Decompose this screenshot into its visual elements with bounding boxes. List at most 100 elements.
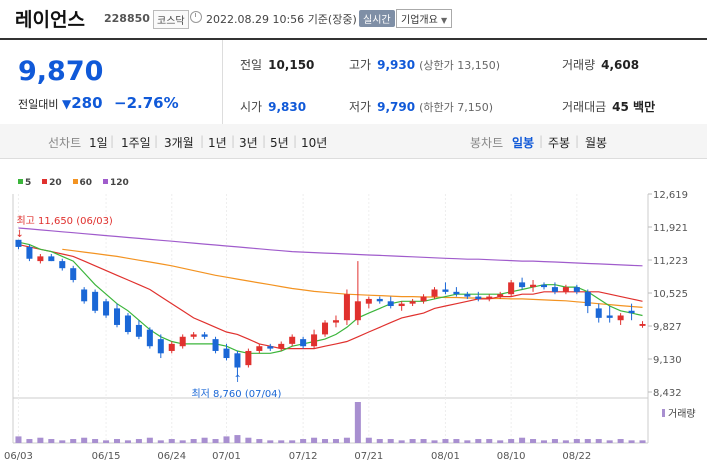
candle-chart-label: 봉차트 (470, 136, 504, 150)
volume-bar (343, 437, 350, 443)
high-annotation: 최고 11,650 (06/03) (16, 215, 112, 227)
candle-body (103, 301, 110, 316)
volume-bar (322, 439, 329, 443)
candle-body (387, 301, 394, 307)
tab-1y[interactable]: 1년 (208, 136, 227, 150)
tab-separator: | (293, 134, 298, 148)
amount-label: 거래대금 (562, 100, 607, 114)
stock-name: 레이언스 (15, 9, 85, 31)
tab-separator: | (200, 134, 205, 148)
volume-bar (398, 440, 405, 443)
candle-body (81, 289, 88, 302)
legend-ma20: 20 (42, 178, 62, 188)
volume-bar (113, 439, 121, 443)
ma5-line (18, 241, 643, 354)
ma20-line (18, 244, 643, 350)
candle-body (540, 284, 548, 288)
tab-monthly[interactable]: 월봉 (585, 136, 608, 150)
realtime-badge[interactable]: 실시간 (359, 10, 395, 27)
candle-body (584, 291, 591, 307)
volume-bar (37, 437, 44, 443)
candle-body (92, 291, 99, 311)
candle-body (343, 294, 350, 321)
candle-body (442, 289, 449, 292)
candle-body (37, 256, 44, 262)
open-value: 9,830 (268, 100, 307, 114)
tab-10y[interactable]: 10년 (301, 136, 328, 150)
y-tick-label: 11,921 (653, 223, 688, 234)
candle-body (15, 239, 22, 247)
x-tick-label: 07/21 (354, 451, 383, 462)
line-chart-label: 선차트 (48, 136, 82, 150)
volume-bar (530, 439, 537, 443)
candle-body (332, 320, 339, 323)
candle-body (322, 322, 329, 335)
volume-bar (486, 439, 493, 443)
current-price: 9,870 (18, 56, 104, 87)
tab-3m[interactable]: 3개월 (164, 136, 194, 150)
volume-bar (508, 439, 515, 443)
company-info-button[interactable]: 기업개요 ▼ (396, 9, 453, 28)
high-value: 9,930 (377, 58, 416, 72)
candle-body (497, 294, 504, 297)
volume-bar (245, 437, 252, 443)
prev-close: 전일 10,150 (240, 56, 314, 73)
candle-body (530, 284, 537, 288)
candle-body (365, 298, 372, 304)
volume-bar (124, 440, 131, 443)
y-tick-label: 8,432 (653, 388, 682, 399)
candle-body (562, 287, 569, 292)
candle-body (453, 291, 460, 295)
stock-header: 레이언스 228850 코스닥 2022.08.29 10:56 기준(장중) … (0, 0, 707, 38)
low-label: 저가 (349, 100, 372, 114)
legend-swatch (18, 179, 23, 184)
candle-body (398, 303, 405, 307)
volume-bar (179, 440, 186, 443)
volume-bar (519, 437, 526, 443)
volume-bar (595, 439, 602, 443)
high-label: 고가 (349, 58, 372, 72)
ma60-line (62, 248, 643, 308)
prev-close-value: 10,150 (268, 58, 315, 72)
tab-daily[interactable]: 일봉 (512, 136, 535, 150)
legend-label: 5 (25, 178, 32, 188)
volume-bar (617, 439, 624, 443)
tab-1w[interactable]: 1주일 (121, 136, 151, 150)
volume-bar (81, 437, 88, 443)
trade-amount: 거래대금 45 백만 (562, 98, 655, 115)
chevron-down-icon: ▼ (441, 16, 448, 25)
volume-bar (453, 439, 460, 443)
legend-label: 120 (109, 178, 129, 188)
x-tick-label: 08/10 (497, 451, 526, 462)
tab-weekly[interactable]: 주봉 (548, 136, 571, 150)
tab-5y[interactable]: 5년 (270, 136, 289, 150)
prev-close-label: 전일 (240, 58, 263, 72)
low-annotation: 최저 8,760 (07/04) (191, 388, 281, 400)
divider (222, 40, 223, 126)
volume-bar (431, 440, 438, 443)
tab-3y[interactable]: 3년 (239, 136, 258, 150)
candle-body (617, 315, 624, 321)
tab-separator: | (539, 134, 544, 148)
company-info-label: 기업개요 (401, 15, 438, 26)
candle-body (146, 329, 153, 347)
high-price: 고가 9,930 (상한가 13,150) (349, 56, 500, 73)
volume-bar (146, 437, 153, 443)
volume-bar (365, 437, 372, 443)
tab-separator: | (231, 134, 236, 148)
open-label: 시가 (240, 100, 263, 114)
candle-body (113, 308, 121, 325)
volume-bar (267, 440, 274, 443)
volume-bar (332, 439, 339, 443)
x-tick-label: 07/12 (289, 451, 318, 462)
volume-legend-swatch (662, 409, 665, 417)
volume-bar (409, 439, 416, 443)
low-value: 9,790 (377, 100, 416, 114)
y-tick-label: 12,619 (653, 190, 688, 201)
candle-body (376, 298, 383, 302)
volume-bar (256, 439, 263, 443)
tab-1d[interactable]: 1일 (89, 136, 108, 150)
volume-bar (376, 439, 383, 443)
volume-bar (551, 439, 558, 443)
